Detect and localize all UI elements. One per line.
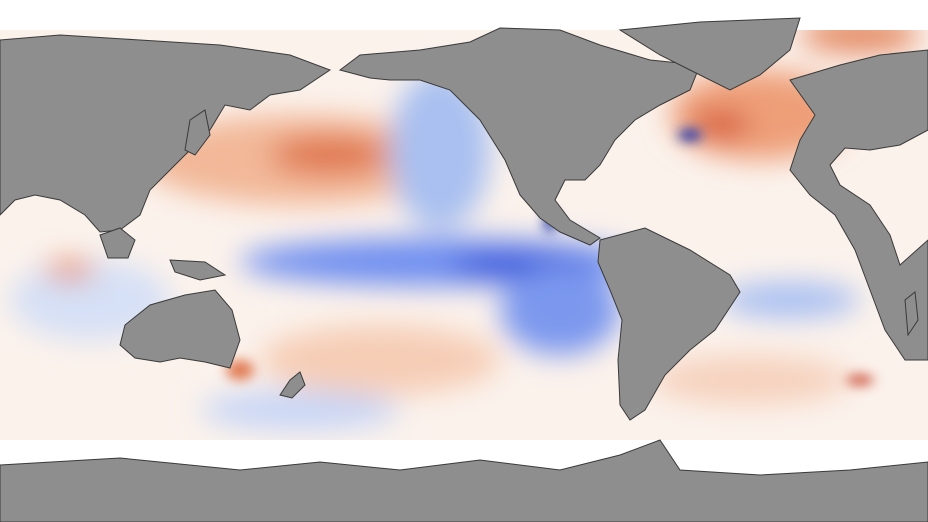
warm-atlantic-core bbox=[690, 111, 750, 139]
new-guinea bbox=[169, 259, 227, 281]
borneo bbox=[99, 227, 136, 259]
greenland bbox=[618, 17, 801, 91]
warm-core bbox=[270, 135, 390, 175]
europe-africa bbox=[789, 49, 928, 361]
south-america bbox=[597, 227, 741, 421]
cool-southern-ocean bbox=[200, 390, 400, 430]
japan bbox=[184, 109, 211, 156]
antarctica bbox=[0, 439, 928, 522]
cool-northeast-pacific bbox=[390, 70, 490, 230]
warm-spot bbox=[846, 375, 874, 385]
cold-spot bbox=[678, 129, 702, 141]
cool-indian-ocean bbox=[10, 260, 170, 340]
warm-spot bbox=[226, 360, 254, 380]
cool-southeast-pacific bbox=[500, 265, 620, 355]
australia bbox=[119, 289, 241, 369]
land bbox=[0, 17, 928, 522]
cool-south-atlantic bbox=[720, 282, 860, 318]
north-america bbox=[338, 27, 701, 246]
warm-south-pacific bbox=[260, 325, 500, 395]
madagascar bbox=[904, 291, 919, 337]
warm-south-atlantic bbox=[650, 355, 850, 405]
warm-sumatra bbox=[45, 260, 95, 280]
new-zealand bbox=[279, 371, 306, 399]
